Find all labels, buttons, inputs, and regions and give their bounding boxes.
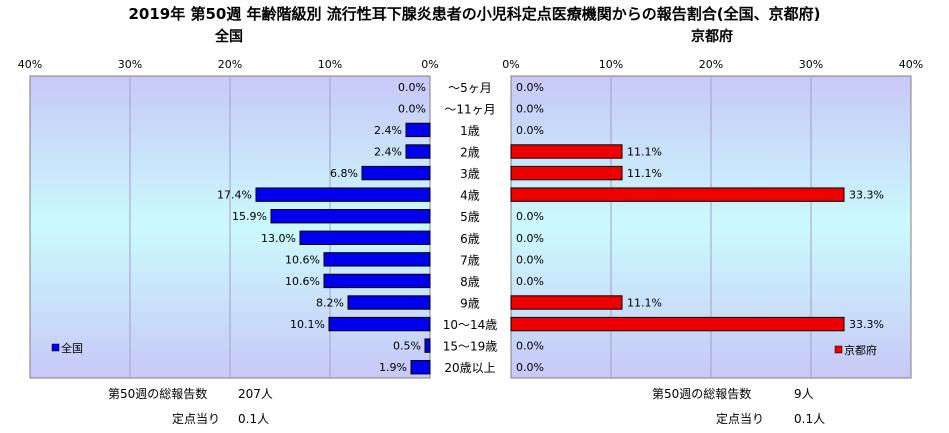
national-data-label: 10.1% — [290, 318, 325, 331]
national-legend-swatch — [51, 343, 60, 352]
kyoto-data-label: 0.0% — [516, 102, 544, 115]
national-data-label: 1.9% — [379, 361, 407, 374]
national-data-label: 0.5% — [393, 340, 421, 353]
kyoto-bar — [510, 144, 623, 159]
national-bar — [270, 209, 431, 224]
left-x-tick-label: 40% — [18, 58, 42, 71]
national-bar — [323, 252, 431, 267]
national-total-value: 207人 — [238, 387, 273, 401]
category-label: 20歳以上 — [444, 361, 495, 375]
kyoto-data-label: 11.1% — [627, 146, 662, 159]
national-bar — [299, 230, 431, 245]
national-bar — [361, 165, 431, 181]
right-x-tick-label: 10% — [599, 58, 623, 71]
kyoto-legend-swatch — [834, 345, 843, 354]
left-x-tick-label: 0% — [421, 58, 438, 71]
kyoto-data-label: 0.0% — [516, 124, 544, 137]
kyoto-per-value: 0.1人 — [794, 412, 826, 426]
kyoto-bar — [510, 316, 845, 332]
kyoto-data-label: 0.0% — [516, 275, 544, 288]
left-x-tick-label: 10% — [318, 58, 342, 71]
national-data-label: 8.2% — [316, 297, 344, 310]
national-bar — [405, 144, 431, 159]
national-data-label: 10.6% — [285, 253, 320, 266]
national-total-label: 第50週の総報告数 — [108, 387, 208, 401]
category-label: 3歳 — [460, 167, 480, 181]
national-data-label: 0.0% — [398, 81, 426, 94]
right-panel-title: 京都府 — [691, 29, 733, 45]
national-bar — [424, 338, 431, 353]
national-per-label: 定点当り — [172, 412, 221, 426]
category-label: 9歳 — [460, 297, 480, 311]
kyoto-bar — [510, 187, 845, 202]
chart-title: 2019年 第50週 年齢階級別 流行性耳下腺炎患者の小児科定点医療機関からの報… — [128, 5, 821, 23]
right-x-tick-label: 30% — [799, 58, 823, 71]
kyoto-data-label: 0.0% — [516, 81, 544, 94]
kyoto-legend-label: 京都府 — [844, 343, 877, 357]
kyoto-data-label: 33.3% — [849, 189, 884, 202]
kyoto-total-value: 9人 — [794, 387, 814, 401]
left-x-tick-label: 30% — [118, 58, 142, 71]
national-bar — [323, 273, 431, 289]
national-bar — [347, 295, 431, 310]
national-legend-label: 全国 — [61, 341, 83, 355]
kyoto-data-label: 11.1% — [627, 297, 662, 310]
right-x-tick-label: 0% — [502, 58, 519, 71]
kyoto-bar — [510, 295, 623, 310]
national-data-label: 17.4% — [217, 189, 252, 202]
category-label: 10～14歳 — [443, 318, 498, 332]
category-label: ～5ヶ月 — [448, 81, 492, 95]
national-data-label: 10.6% — [285, 275, 320, 288]
kyoto-data-label: 11.1% — [627, 167, 662, 180]
category-label: 8歳 — [460, 275, 480, 289]
kyoto-bar — [510, 165, 623, 181]
national-data-label: 15.9% — [232, 210, 267, 223]
national-per-value: 0.1人 — [238, 412, 270, 426]
kyoto-data-label: 0.0% — [516, 361, 544, 374]
kyoto-data-label: 0.0% — [516, 340, 544, 353]
kyoto-data-label: 0.0% — [516, 253, 544, 266]
kyoto-data-label: 0.0% — [516, 232, 544, 245]
national-bar — [255, 187, 431, 202]
right-x-tick-label: 20% — [699, 58, 723, 71]
kyoto-data-label: 0.0% — [516, 210, 544, 223]
category-label: 6歳 — [460, 232, 480, 246]
kyoto-per-label: 定点当り — [716, 412, 765, 426]
kyoto-total-label: 第50週の総報告数 — [652, 387, 752, 401]
national-data-label: 2.4% — [374, 146, 402, 159]
left-panel-title: 全国 — [215, 29, 243, 45]
category-label: 1歳 — [460, 124, 480, 138]
right-x-tick-label: 40% — [899, 58, 923, 71]
national-data-label: 2.4% — [374, 124, 402, 137]
national-data-label: 0.0% — [398, 102, 426, 115]
category-label: 15～19歳 — [443, 340, 498, 354]
national-bar — [410, 360, 431, 375]
category-label: ～11ヶ月 — [444, 102, 495, 116]
category-label: 2歳 — [460, 146, 480, 160]
left-x-tick-label: 20% — [218, 58, 242, 71]
national-data-label: 13.0% — [261, 232, 296, 245]
national-bar — [328, 316, 431, 332]
national-bar — [405, 122, 431, 138]
category-label: 7歳 — [460, 253, 480, 267]
category-label: 5歳 — [460, 210, 480, 224]
category-label: 4歳 — [460, 189, 480, 203]
kyoto-data-label: 33.3% — [849, 318, 884, 331]
national-data-label: 6.8% — [330, 167, 358, 180]
